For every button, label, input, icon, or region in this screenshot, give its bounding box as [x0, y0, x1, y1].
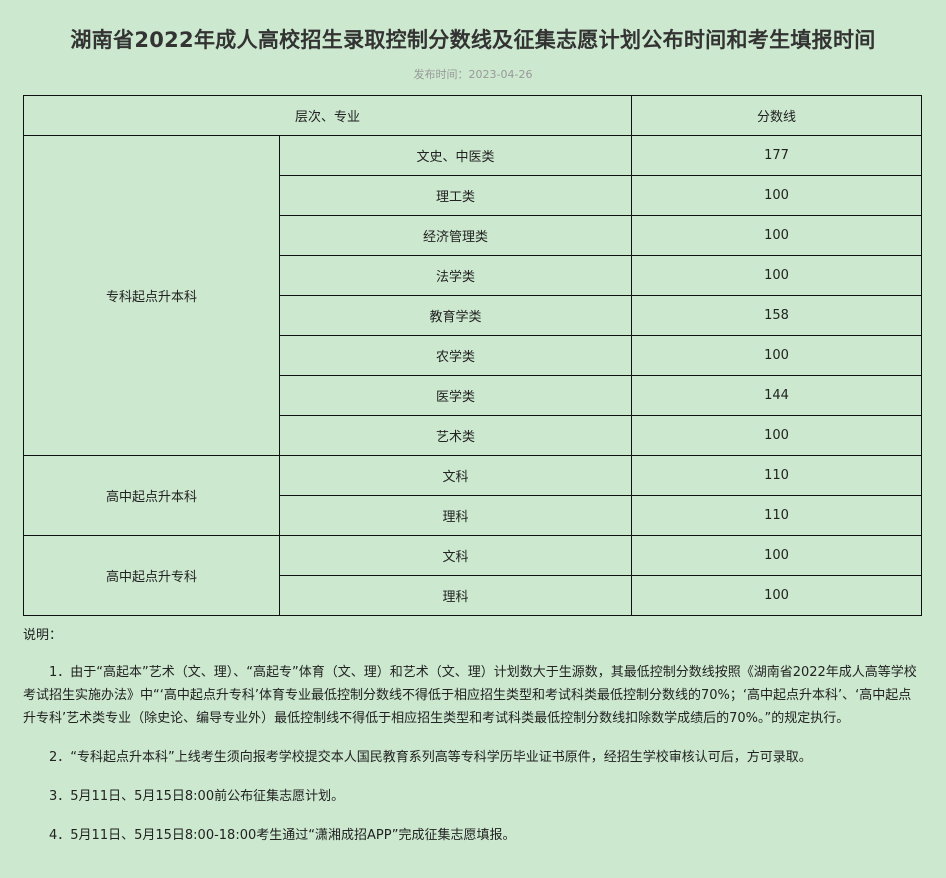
major-cell: 文科	[279, 455, 632, 496]
note-item: 4．5月11日、5月15日8:00-18:00考生通过“潇湘成招APP”完成征集…	[49, 828, 516, 843]
table-row: 专科起点升本科 文史、中医类 177	[23, 135, 922, 456]
note-item: 3．5月11日、5月15日8:00前公布征集志愿计划。	[49, 789, 345, 804]
note-item: 1．由于“高起本”艺术（文、理）、“高起专”体育（文、理）和艺术（文、理）计划数…	[23, 665, 917, 726]
table-row: 高中起点升专科 文科 100	[23, 535, 922, 616]
major-cell: 医学类	[279, 375, 632, 416]
score-cell: 100	[631, 575, 922, 616]
level-cell: 高中起点升本科	[23, 455, 280, 536]
table-row: 教育学类 158	[24, 295, 922, 336]
major-cell: 经济管理类	[279, 215, 632, 256]
table-row: 经济管理类 100	[24, 215, 922, 256]
table-row: 艺术类 100	[24, 415, 922, 456]
score-cell: 100	[631, 335, 922, 376]
score-cell: 100	[631, 535, 922, 576]
header-level: 层次、专业	[23, 95, 632, 136]
score-cell: 100	[631, 415, 922, 456]
table-row: 法学类 100	[24, 255, 922, 296]
table-row: 理科 110	[24, 495, 922, 536]
table-header-row: 层次、专业 分数线	[23, 95, 922, 136]
notes-label: 说明：	[23, 628, 63, 643]
major-cell: 理工类	[279, 175, 632, 216]
table-row: 高中起点升本科 文科 110	[23, 455, 922, 536]
notes: 说明： 1．由于“高起本”艺术（文、理）、“高起专”体育（文、理）和艺术（文、理…	[23, 624, 923, 863]
table-row: 理工类 100	[24, 175, 922, 216]
major-cell: 法学类	[279, 255, 632, 296]
major-cell: 艺术类	[279, 415, 632, 456]
publish-date: 发布时间：2023-04-26	[413, 68, 533, 81]
major-cell: 理科	[279, 575, 632, 616]
major-cell: 文科	[279, 535, 632, 576]
major-cell: 农学类	[279, 335, 632, 376]
score-cell: 110	[631, 455, 922, 496]
major-cell: 教育学类	[279, 295, 632, 336]
major-cell: 文史、中医类	[279, 135, 632, 176]
score-cell: 100	[631, 175, 922, 216]
note-item: 2．“专科起点升本科”上线考生须向报考学校提交本人国民教育系列高等专科学历毕业证…	[49, 750, 812, 765]
header-score: 分数线	[631, 95, 922, 136]
table-row: 农学类 100	[24, 335, 922, 376]
table-row: 理科 100	[24, 575, 922, 616]
level-cell: 专科起点升本科	[23, 135, 280, 456]
page-title: 湖南省2022年成人高校招生录取控制分数线及征集志愿计划公布时间和考生填报时间	[70, 28, 876, 52]
score-cell: 158	[631, 295, 922, 336]
level-cell: 高中起点升专科	[23, 535, 280, 616]
score-cell: 177	[631, 135, 922, 176]
table-row: 医学类 144	[24, 375, 922, 416]
score-cell: 110	[631, 495, 922, 536]
score-cell: 100	[631, 215, 922, 256]
major-cell: 理科	[279, 495, 632, 536]
score-cell: 144	[631, 375, 922, 416]
score-cell: 100	[631, 255, 922, 296]
score-table: 层次、专业 分数线 专科起点升本科 文史、中医类 177 理工类 100 经济管理类 100 法学…	[23, 95, 922, 616]
